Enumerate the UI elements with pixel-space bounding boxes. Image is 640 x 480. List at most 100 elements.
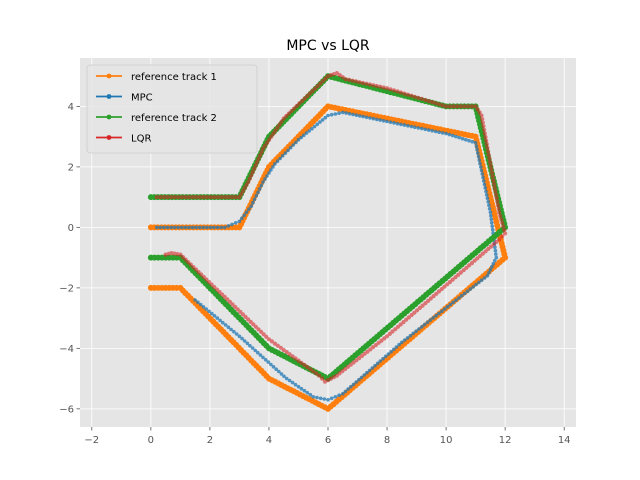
series-point-mpc	[409, 124, 414, 129]
series-point-lqr	[188, 262, 193, 267]
series-point-lqr	[263, 143, 268, 148]
series-point-lqr	[323, 76, 328, 81]
series-point-mpc	[470, 139, 475, 144]
series-point-lqr	[417, 305, 422, 310]
series-point-mpc	[479, 278, 484, 283]
series-point-lqr	[423, 97, 428, 103]
series-point-lqr	[500, 234, 505, 239]
series-point-lqr	[467, 263, 472, 268]
series-point-mpc	[269, 168, 273, 172]
series-point-mpc	[349, 384, 353, 389]
series-point-mpc	[208, 225, 213, 230]
series-point-mpc	[212, 225, 216, 230]
series-point-mpc	[326, 113, 330, 118]
series-point-lqr	[495, 203, 500, 208]
series-point-mpc	[333, 112, 338, 116]
series-point-lqr	[374, 83, 379, 89]
series-point-lqr	[364, 81, 369, 86]
series-point-lqr	[455, 104, 460, 109]
series-point-lqr	[261, 332, 266, 337]
series-point-mpc	[402, 338, 407, 342]
series-point-lqr	[485, 145, 490, 150]
series-point-mpc	[266, 360, 271, 364]
series-point-mpc	[423, 127, 428, 132]
series-point-lqr	[436, 289, 442, 294]
series-point-lqr	[484, 138, 489, 143]
series-layer	[147, 71, 509, 412]
series-point-lqr	[347, 77, 352, 82]
series-point-mpc	[346, 387, 350, 391]
series-point-mpc	[274, 367, 279, 372]
series-point-mpc	[476, 154, 481, 159]
series-point-lqr	[201, 195, 206, 200]
series-point-lqr	[486, 152, 491, 157]
series-point-lqr	[343, 77, 348, 82]
series-point-mpc	[229, 327, 233, 332]
series-point-lqr	[484, 142, 489, 147]
series-point-lqr	[230, 302, 235, 307]
series-point-lqr	[227, 299, 232, 304]
series-point-mpc	[378, 359, 383, 363]
series-point-mpc	[269, 362, 273, 367]
series-point-mpc	[462, 291, 467, 296]
series-point-mpc	[400, 340, 404, 345]
series-point-mpc	[158, 225, 163, 230]
series-point-lqr	[412, 94, 417, 99]
series-point-lqr	[305, 94, 310, 99]
series-point-mpc	[249, 204, 253, 208]
series-point-mpc	[282, 374, 286, 379]
y-tick-label: 2	[68, 162, 74, 173]
series-point-lqr	[496, 206, 501, 211]
series-point-mpc	[278, 156, 282, 161]
series-point-mpc	[481, 179, 486, 183]
series-point-mpc	[237, 219, 242, 224]
series-point-mpc	[254, 194, 259, 198]
series-point-lqr	[404, 317, 409, 322]
series-point-lqr	[186, 260, 191, 265]
series-point-mpc	[357, 377, 361, 382]
series-point-lqr	[248, 319, 253, 324]
series-point-mpc	[405, 336, 410, 340]
series-point-lqr	[158, 195, 163, 200]
series-point-mpc	[426, 128, 431, 132]
legend-label-reference-track-2: reference track 2	[131, 113, 217, 124]
series-point-lqr	[259, 329, 264, 334]
series-point-lqr	[310, 89, 315, 94]
series-point-lqr	[190, 195, 195, 200]
series-point-mpc	[459, 293, 464, 298]
series-point-lqr	[315, 84, 320, 89]
series-point-mpc	[358, 114, 362, 118]
series-point-mpc	[483, 186, 488, 190]
series-point-lqr	[240, 312, 245, 317]
series-point-mpc	[364, 115, 369, 120]
y-tick-label: 0	[68, 223, 74, 234]
series-point-lqr	[196, 269, 201, 275]
series-point-mpc	[422, 322, 427, 327]
series-point-mpc	[477, 280, 481, 285]
series-point-lqr	[302, 96, 307, 101]
series-point-mpc	[344, 111, 349, 115]
series-point-lqr	[169, 195, 174, 200]
series-point-lqr	[176, 195, 181, 200]
series-point-mpc	[399, 122, 403, 127]
series-point-lqr	[483, 249, 488, 254]
series-point-mpc	[489, 213, 493, 218]
x-tick-label: 14	[558, 435, 571, 446]
series-point-mpc	[392, 347, 396, 352]
series-point-mpc	[389, 349, 393, 354]
series-point-lqr	[281, 347, 286, 353]
series-point-lqr	[445, 282, 450, 287]
series-point-mpc	[417, 327, 421, 331]
series-point-lqr	[482, 127, 487, 132]
series-point-mpc	[302, 133, 306, 138]
series-point-lqr	[500, 220, 505, 225]
series-point-lqr	[208, 195, 213, 200]
series-point-mpc	[465, 289, 470, 294]
series-point-lqr	[311, 369, 316, 374]
chart-title: MPC vs LQR	[286, 38, 370, 54]
series-point-mpc	[351, 382, 356, 387]
series-point-lqr	[246, 317, 251, 322]
series-point-mpc	[302, 388, 307, 393]
series-point-mpc	[255, 350, 260, 355]
series-point-lqr	[183, 257, 188, 262]
